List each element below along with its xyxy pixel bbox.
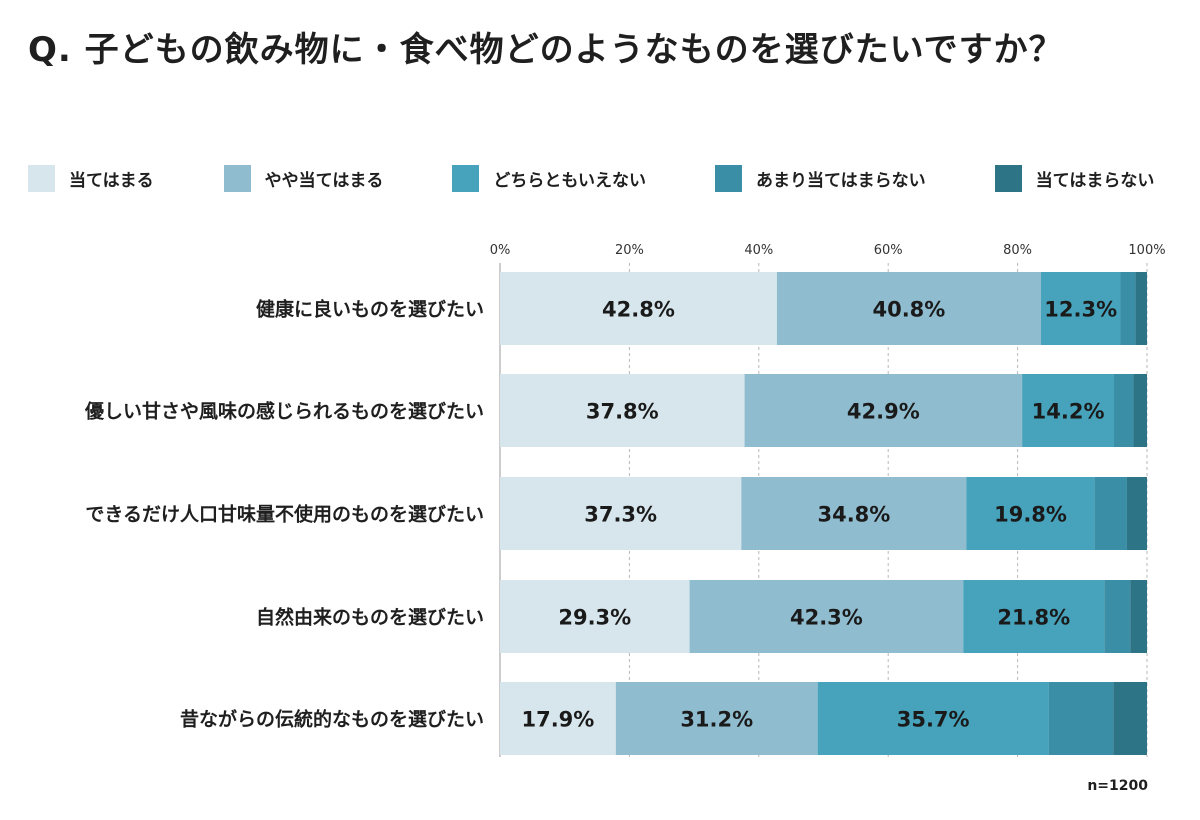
data-label: 34.8% <box>817 503 890 527</box>
data-label: 35.7% <box>897 708 970 732</box>
bar-segment <box>500 374 745 447</box>
bar-segment <box>741 477 967 550</box>
x-tick-label: 100% <box>1128 243 1165 258</box>
data-label: 42.9% <box>847 400 920 424</box>
bar-segment <box>1130 580 1147 653</box>
bar-segment <box>1040 272 1121 345</box>
data-label: 42.8% <box>602 298 675 322</box>
bar-segment <box>615 682 818 755</box>
data-label: 14.2% <box>1032 400 1105 424</box>
legend-label: どちらともいえない <box>493 170 647 191</box>
legend-label: やや当てはまる <box>264 170 384 191</box>
x-tick-label: 40% <box>744 243 773 258</box>
data-label: 31.2% <box>680 708 753 732</box>
x-tick-label: 80% <box>1003 243 1032 258</box>
data-label: 21.8% <box>997 606 1070 630</box>
legend-label: 当てはまらない <box>1035 170 1155 191</box>
bar-segment <box>500 580 690 653</box>
bar-segment <box>1120 272 1136 345</box>
bar-segment <box>1133 374 1147 447</box>
data-label: 19.8% <box>994 503 1067 527</box>
data-label: 37.8% <box>586 400 659 424</box>
legend-swatch <box>28 164 55 192</box>
bar-segment <box>500 272 777 345</box>
bar-segment <box>817 682 1049 755</box>
legend-swatch <box>715 164 743 192</box>
bar-segment <box>1135 272 1147 345</box>
legend-swatch <box>452 164 480 192</box>
x-tick-label: 20% <box>615 243 644 258</box>
category-label: 健康に良いものを選びたい <box>256 298 484 321</box>
bar-segment <box>500 477 742 550</box>
bar-segment <box>1113 682 1147 755</box>
bar-segment <box>776 272 1041 345</box>
legend-label: あまり当てはまらない <box>756 170 926 191</box>
bar-segment <box>966 477 1095 550</box>
bar-segment <box>689 580 964 653</box>
bar-segment <box>744 374 1023 447</box>
bar-segment <box>1126 477 1147 550</box>
data-label: 29.3% <box>558 606 631 630</box>
legend-swatch <box>223 164 251 192</box>
sample-size-note: n=1200 <box>1087 778 1148 794</box>
legend-swatch <box>994 164 1022 192</box>
bar-segment <box>1094 477 1127 550</box>
bar-segment <box>963 580 1105 653</box>
data-label: 42.3% <box>790 606 863 630</box>
data-label: 40.8% <box>872 298 945 322</box>
chart-title: Q. 子どもの飲み物に・食べ物どのようなものを選びたいですか？ <box>28 30 1064 70</box>
bar-segment <box>1114 374 1134 447</box>
category-label: 自然由来のものを選びたい <box>256 606 484 629</box>
category-label: 昔ながらの伝統的なものを選びたい <box>180 708 484 731</box>
legend: 当てはまる やや当てはまる どちらともいえない あまり当てはまらない 当てはまらない <box>28 164 1154 192</box>
bar-segment <box>1104 580 1131 653</box>
legend-label: 当てはまる <box>69 170 154 191</box>
bar-segment <box>1022 374 1115 447</box>
legend-item: 当てはまる <box>28 164 154 192</box>
category-label: できるだけ人口甘味量不使用のものを選びたい <box>85 504 484 526</box>
legend-item: どちらともいえない <box>452 164 647 192</box>
x-tick-label: 60% <box>874 243 903 258</box>
legend-item: 当てはまらない <box>994 164 1155 192</box>
category-label: 優しい甘さや風味の感じられるものを選びたい <box>84 400 484 423</box>
legend-item: あまり当てはまらない <box>715 164 926 192</box>
x-tick-label: 0% <box>490 243 511 258</box>
bar-segment <box>1048 682 1114 755</box>
legend-item: やや当てはまる <box>223 164 384 192</box>
data-label: 17.9% <box>521 708 594 732</box>
data-label: 12.3% <box>1044 298 1117 322</box>
bar-segment <box>500 682 616 755</box>
data-label: 37.3% <box>584 503 657 527</box>
